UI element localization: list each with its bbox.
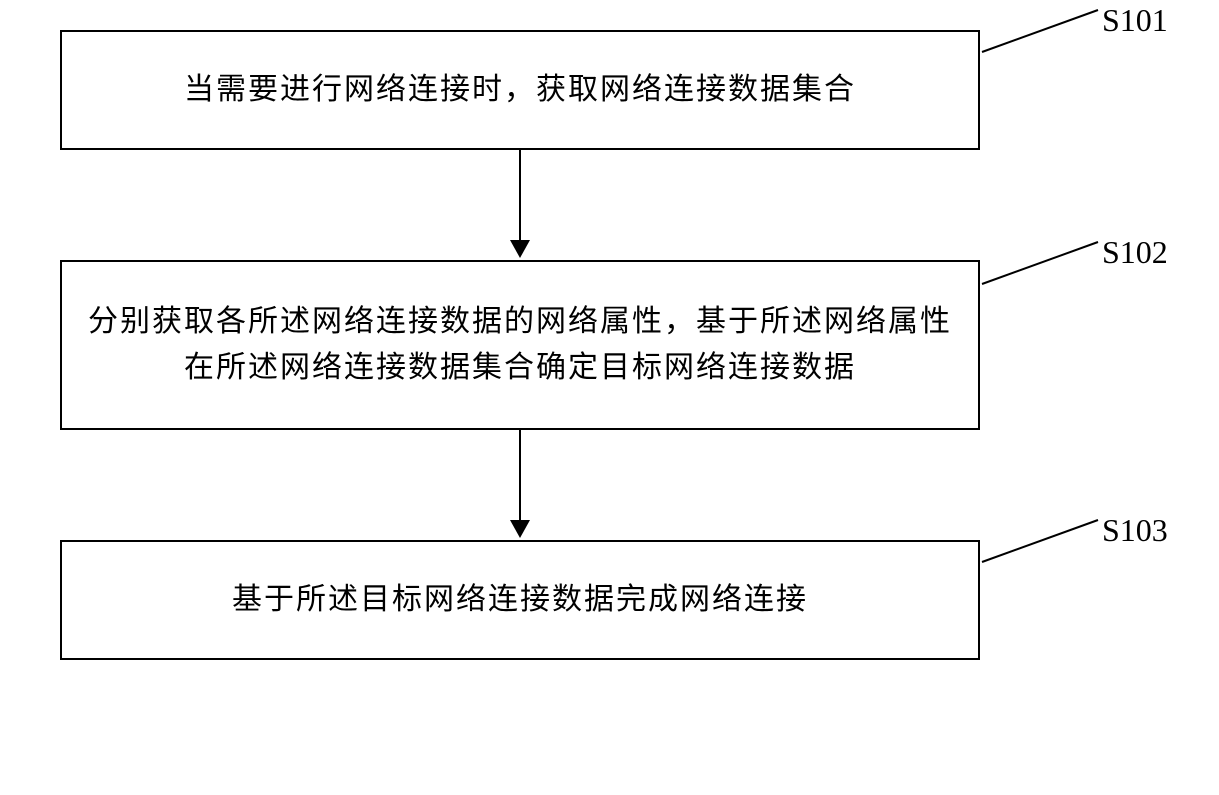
step-label-s101: S101 [1102, 2, 1168, 39]
connector-2 [60, 430, 980, 540]
arrow-icon [500, 430, 540, 540]
step-text-s101: 当需要进行网络连接时，获取网络连接数据集合 [184, 67, 856, 114]
step-text-s102: 分别获取各所述网络连接数据的网络属性，基于所述网络属性在所述网络连接数据集合确定… [86, 299, 954, 392]
step-text-s103: 基于所述目标网络连接数据完成网络连接 [232, 577, 808, 624]
step-box-s101: 当需要进行网络连接时，获取网络连接数据集合 S101 [60, 30, 980, 150]
step-label-s103: S103 [1102, 512, 1168, 549]
step-box-s103: 基于所述目标网络连接数据完成网络连接 S103 [60, 540, 980, 660]
step-box-s102: 分别获取各所述网络连接数据的网络属性，基于所述网络属性在所述网络连接数据集合确定… [60, 260, 980, 430]
connector-1 [60, 150, 980, 260]
arrow-icon [500, 150, 540, 260]
step-label-s102: S102 [1102, 234, 1168, 271]
flowchart-container: 当需要进行网络连接时，获取网络连接数据集合 S101 分别获取各所述网络连接数据… [60, 30, 1160, 660]
